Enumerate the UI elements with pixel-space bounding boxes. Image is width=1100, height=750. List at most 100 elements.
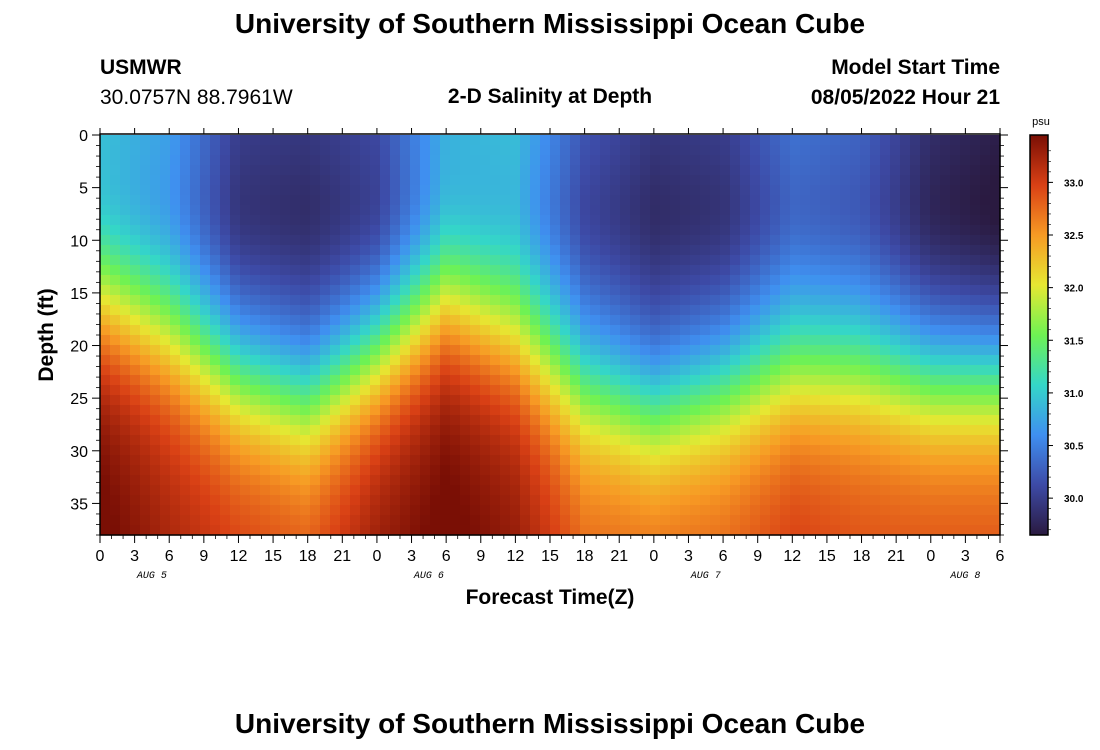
heatmap-cell — [570, 495, 581, 506]
heatmap-cell — [380, 445, 391, 456]
heatmap-cell — [500, 305, 511, 316]
heatmap-cell — [550, 375, 561, 386]
heatmap-cell — [140, 415, 151, 426]
heatmap-cell — [790, 165, 801, 176]
heatmap-cell — [220, 395, 231, 406]
heatmap-cell — [700, 265, 711, 276]
heatmap-cell — [150, 235, 161, 246]
heatmap-cell — [230, 505, 241, 516]
heatmap-cell — [130, 305, 141, 316]
heatmap-cell — [730, 225, 741, 236]
heatmap-cell — [500, 155, 511, 166]
heatmap-cell — [700, 345, 711, 356]
heatmap-cell — [100, 135, 111, 146]
heatmap-cell — [190, 455, 201, 466]
heatmap-cell — [760, 355, 771, 366]
heatmap-cell — [760, 345, 771, 356]
heatmap-cell — [630, 325, 641, 336]
heatmap-cell — [970, 315, 981, 326]
heatmap-cell — [240, 135, 251, 146]
heatmap-cell — [100, 455, 111, 466]
heatmap-cell — [310, 355, 321, 366]
heatmap-cell — [810, 335, 821, 346]
heatmap-cell — [490, 155, 501, 166]
heatmap-cell — [660, 365, 671, 376]
heatmap-cell — [730, 475, 741, 486]
heatmap-cell — [420, 265, 431, 276]
heatmap-cell — [720, 455, 731, 466]
heatmap-cell — [730, 145, 741, 156]
heatmap-cell — [750, 255, 761, 266]
heatmap-cell — [910, 405, 921, 416]
heatmap-cell — [730, 305, 741, 316]
heatmap-cell — [840, 285, 851, 296]
heatmap-cell — [730, 485, 741, 496]
heatmap-cell — [120, 155, 131, 166]
heatmap-cell — [510, 235, 521, 246]
heatmap-cell — [600, 305, 611, 316]
heatmap-cell — [330, 155, 341, 166]
x-tick-label: 6 — [165, 548, 174, 565]
heatmap-cell — [120, 195, 131, 206]
heatmap-cell — [470, 305, 481, 316]
heatmap-cell — [920, 375, 931, 386]
heatmap-cell — [190, 235, 201, 246]
heatmap-cell — [140, 215, 151, 226]
heatmap-cell — [810, 225, 821, 236]
heatmap-cell — [180, 505, 191, 516]
heatmap-cell — [660, 335, 671, 346]
heatmap-cell — [450, 485, 461, 496]
heatmap-cell — [550, 145, 561, 156]
heatmap-cell — [610, 345, 621, 356]
heatmap-cell — [130, 175, 141, 186]
heatmap-cell — [460, 365, 471, 376]
heatmap-cell — [420, 455, 431, 466]
heatmap-cell — [600, 135, 611, 146]
heatmap-cell — [900, 385, 911, 396]
heatmap-cell — [530, 145, 541, 156]
heatmap-cell — [220, 215, 231, 226]
heatmap-cell — [870, 355, 881, 366]
heatmap-cell — [120, 275, 131, 286]
heatmap-cell — [950, 525, 961, 536]
heatmap-cell — [930, 405, 941, 416]
heatmap-cell — [450, 265, 461, 276]
heatmap-cell — [220, 265, 231, 276]
heatmap-cell — [600, 145, 611, 156]
heatmap-cell — [680, 515, 691, 526]
heatmap-cell — [890, 285, 901, 296]
heatmap-cell — [740, 365, 751, 376]
heatmap-cell — [690, 465, 701, 476]
heatmap-cell — [290, 295, 301, 306]
heatmap-cell — [540, 285, 551, 296]
heatmap-cell — [720, 205, 731, 216]
heatmap-cell — [930, 365, 941, 376]
heatmap-cell — [340, 365, 351, 376]
heatmap-cell — [990, 165, 1001, 176]
heatmap-cell — [130, 245, 141, 256]
heatmap-cell — [840, 435, 851, 446]
heatmap-cell — [690, 275, 701, 286]
heatmap-cell — [140, 425, 151, 436]
heatmap-cell — [150, 275, 161, 286]
heatmap-cell — [540, 225, 551, 236]
heatmap-cell — [650, 235, 661, 246]
heatmap-cell — [140, 175, 151, 186]
heatmap-cell — [220, 185, 231, 196]
heatmap-cell — [970, 445, 981, 456]
heatmap-cell — [950, 195, 961, 206]
heatmap-cell — [870, 465, 881, 476]
heatmap-cell — [330, 315, 341, 326]
heatmap-cell — [690, 195, 701, 206]
heatmap-cell — [920, 145, 931, 156]
heatmap-cell — [420, 315, 431, 326]
heatmap-cell — [990, 285, 1001, 296]
heatmap-cell — [850, 225, 861, 236]
heatmap-cell — [550, 475, 561, 486]
heatmap-cell — [460, 295, 471, 306]
heatmap-cell — [110, 445, 121, 456]
heatmap-cell — [300, 425, 311, 436]
heatmap-cell — [630, 175, 641, 186]
heatmap-cell — [710, 205, 721, 216]
heatmap-cell — [600, 335, 611, 346]
